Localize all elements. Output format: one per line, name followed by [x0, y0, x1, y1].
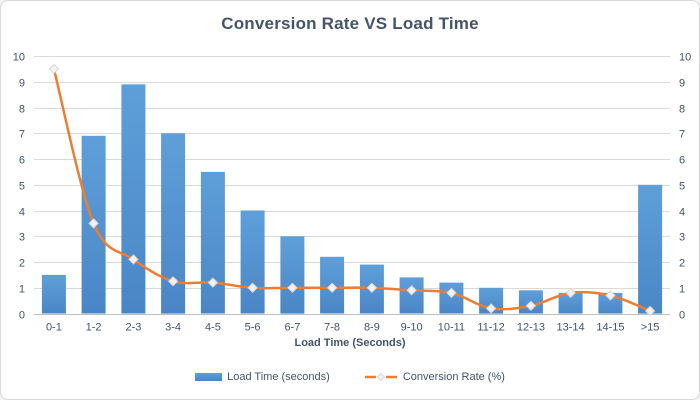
legend-label-conversion-rate: Conversion Rate (%): [402, 371, 505, 383]
line-marker-7-8[interactable]: [326, 282, 338, 294]
y-tick-label-right: 9: [679, 78, 685, 90]
line-marker-13-14[interactable]: [565, 287, 576, 299]
bar-5-6[interactable]: [240, 210, 265, 314]
x-tick-label: 2-3: [125, 322, 141, 334]
legend-item-conversion-rate[interactable]: Conversion Rate (%): [364, 371, 505, 383]
line-marker-10-11[interactable]: [446, 287, 457, 299]
line-marker-1-2[interactable]: [88, 218, 99, 229]
line-marker-8-9[interactable]: [366, 282, 378, 294]
y-tick-label-right: 4: [679, 207, 685, 219]
legend-label-load-time: Load Time (seconds): [227, 371, 330, 383]
x-tick-label: 3-4: [165, 322, 181, 334]
y-tick-label-right: 5: [679, 181, 685, 193]
y-tick-label-right: 6: [679, 155, 685, 167]
bar-6-7[interactable]: [280, 236, 305, 314]
bar-0-1[interactable]: [41, 274, 66, 314]
y-tick-label-left: 10: [13, 52, 25, 64]
legend-item-load-time[interactable]: Load Time (seconds): [195, 371, 330, 383]
line-marker-11-12[interactable]: [485, 303, 497, 314]
x-tick-label: 0-1: [46, 322, 62, 334]
x-tick-label: 9-10: [401, 322, 423, 334]
bar->15[interactable]: [638, 184, 663, 314]
bar-series-swatch: [195, 373, 223, 381]
x-tick-label: 14-15: [596, 322, 624, 334]
x-tick-label: 6-7: [284, 322, 300, 334]
line-marker-6-7[interactable]: [287, 282, 298, 294]
bar-4-5[interactable]: [200, 171, 225, 314]
x-tick-label: 10-11: [438, 322, 465, 334]
y-tick-label-right: 2: [679, 258, 685, 270]
line-marker-5-6[interactable]: [247, 282, 258, 294]
y-tick-label-left: 0: [19, 310, 25, 322]
y-tick-label-left: 4: [19, 207, 25, 219]
y-tick-label-left: 2: [19, 258, 25, 270]
x-tick-label: 4-5: [205, 322, 221, 334]
line-series-swatch: [364, 372, 397, 382]
line-marker-3-4[interactable]: [167, 276, 179, 287]
line-marker->15[interactable]: [644, 305, 656, 317]
y-tick-label-right: 1: [679, 284, 685, 296]
y-tick-label-left: 8: [19, 104, 25, 116]
line-marker-9-10[interactable]: [406, 285, 417, 296]
y-tick-label-right: 3: [679, 232, 685, 244]
x-tick-label: 5-6: [245, 322, 261, 334]
y-tick-label-left: 3: [19, 232, 25, 244]
y-tick-label-left: 6: [19, 155, 25, 167]
line-marker-12-13[interactable]: [525, 300, 537, 312]
bar-3-4[interactable]: [161, 133, 186, 314]
x-tick-label: 8-9: [364, 322, 380, 334]
x-tick-label: 12-13: [517, 322, 545, 334]
line-marker-14-15[interactable]: [605, 290, 616, 301]
y-tick-label-right: 10: [679, 52, 691, 64]
x-tick-label: 7-8: [324, 322, 340, 334]
y-tick-label-left: 7: [19, 129, 25, 141]
x-axis-title: Load Time (Seconds): [294, 337, 406, 349]
x-tick-label: >15: [641, 322, 660, 334]
y-tick-label-right: 8: [679, 104, 685, 116]
y-tick-label-right: 0: [679, 310, 685, 322]
chart-title: Conversion Rate VS Load Time: [221, 14, 479, 33]
x-tick-label: 13-14: [557, 322, 585, 334]
line-marker-0-1[interactable]: [48, 63, 60, 75]
x-tick-label: 1-2: [86, 322, 102, 334]
legend: Load Time (seconds) Conversion Rate (%): [1, 371, 699, 383]
bar-2-3[interactable]: [121, 84, 146, 314]
x-tick-label: 11-12: [477, 322, 504, 334]
bar-13-14[interactable]: [558, 292, 583, 314]
y-tick-label-right: 7: [679, 129, 685, 141]
line-marker-2-3[interactable]: [128, 254, 139, 265]
plot-area: 0 0 1 1 2 2 3 3 4 4 5 5 6 6 7 7 8 8 9 9 10 10 0-1 1-2 2-3 3-4 4-5 5…: [13, 52, 692, 334]
line-marker-4-5[interactable]: [207, 277, 219, 288]
y-tick-label-left: 5: [19, 181, 25, 193]
y-tick-label-left: 1: [19, 284, 25, 296]
y-tick-label-left: 9: [19, 78, 25, 90]
